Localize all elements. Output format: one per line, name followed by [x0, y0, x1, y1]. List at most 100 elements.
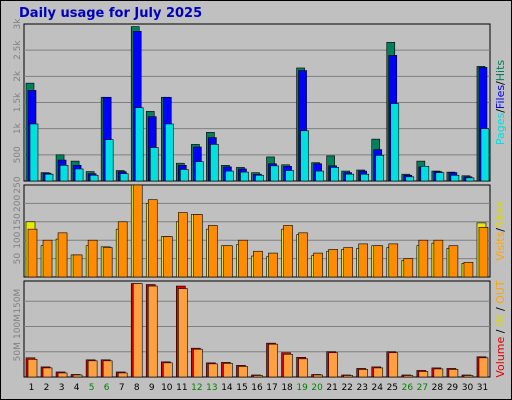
- bar-pages-day-26: [405, 176, 415, 182]
- x-tick-label: 23: [356, 383, 367, 393]
- bar-pages-day-2: [44, 173, 54, 182]
- bar-pages-day-21: [330, 167, 339, 182]
- bar-pages-day-4: [74, 168, 84, 182]
- x-tick-label: 25: [387, 383, 398, 393]
- x-tick-label: 12: [191, 383, 202, 393]
- x-tick-label: 20: [311, 383, 323, 393]
- bar-pages-day-11: [180, 169, 189, 182]
- axis-label-part: Hits: [494, 60, 507, 82]
- axis-label-hits-files-pages: Pages/Files/Hits: [494, 60, 507, 146]
- x-tick-label: 19: [296, 383, 308, 393]
- bar-pages-day-13: [210, 144, 219, 182]
- x-tick-label: 1: [29, 383, 35, 393]
- bar-out-day-21: [328, 352, 338, 378]
- bar-pages-day-10: [164, 123, 174, 182]
- bar-visits-day-30: [463, 261, 474, 278]
- x-tick-label: 29: [447, 383, 459, 393]
- bar-out-day-26: [403, 375, 414, 378]
- bar-out-day-27: [418, 371, 429, 378]
- bar-pages-day-17: [270, 165, 279, 182]
- bar-visits-day-6: [102, 247, 113, 278]
- x-tick-label: 22: [341, 383, 352, 393]
- axis-label-part: Volume: [494, 336, 507, 377]
- bar-out-day-5: [87, 360, 98, 378]
- bar-pages-day-25: [390, 103, 400, 182]
- bar-visits-day-3: [57, 232, 68, 278]
- bar-pages-day-19: [300, 130, 309, 182]
- axis-label-part: /: [494, 109, 507, 113]
- bar-pages-day-12: [195, 161, 204, 182]
- bar-visits-day-16: [253, 250, 263, 278]
- x-tick-label: 17: [266, 383, 277, 393]
- bar-pages-day-9: [149, 147, 159, 182]
- bar-visits-day-14: [223, 245, 233, 278]
- axis-label-volume-in-out: Volume / IN / OUT: [494, 280, 507, 378]
- y-tick-label: 2k: [13, 70, 23, 82]
- bar-pages-day-28: [435, 172, 445, 182]
- bar-pages-day-22: [345, 173, 354, 182]
- bar-visits-day-26: [403, 258, 414, 278]
- bar-out-day-13: [208, 363, 218, 378]
- bar-visits-day-23: [358, 243, 369, 278]
- bar-visits-day-22: [343, 247, 353, 278]
- bar-visits-day-13: [208, 225, 218, 278]
- x-tick-label: 10: [161, 383, 173, 393]
- y-tick-label: 500: [13, 146, 23, 163]
- bar-visits-day-10: [162, 236, 173, 278]
- bar-out-day-6: [102, 360, 113, 378]
- bar-out-day-19: [298, 358, 308, 378]
- bar-pages-day-27: [420, 166, 430, 182]
- y-tick-label: 100: [13, 231, 23, 248]
- bar-out-day-11: [178, 288, 188, 378]
- axis-label-part: /: [494, 81, 507, 85]
- x-tick-label: 5: [89, 383, 95, 393]
- bar-visits-day-12: [193, 214, 203, 278]
- axis-label-part: OUT: [494, 280, 507, 304]
- axis-label-part: Pages: [494, 113, 507, 146]
- x-tick-label: 8: [134, 383, 140, 393]
- bar-out-day-29: [448, 369, 459, 378]
- bar-out-day-3: [57, 372, 68, 378]
- bar-visits-day-1: [27, 228, 38, 278]
- bar-visits-day-20: [313, 252, 323, 278]
- axis-label-part: IN: [494, 315, 507, 326]
- x-tick-label: 6: [104, 383, 110, 393]
- bar-visits-day-24: [373, 245, 384, 278]
- y-tick-label: 200: [13, 195, 23, 212]
- bar-out-day-22: [343, 375, 353, 378]
- x-tick-label: 13: [206, 383, 217, 393]
- y-tick-label: 1k: [13, 122, 23, 134]
- bar-out-day-20: [313, 374, 323, 378]
- bar-out-day-18: [283, 353, 293, 378]
- bar-visits-day-29: [448, 245, 459, 278]
- bar-pages-day-20: [315, 170, 324, 182]
- x-tick-label: 14: [221, 383, 233, 393]
- bar-pages-day-18: [285, 170, 294, 182]
- x-tick-label: 11: [176, 383, 187, 393]
- bar-out-day-28: [433, 368, 444, 378]
- bar-out-day-10: [162, 362, 173, 378]
- bar-visits-day-18: [283, 225, 293, 278]
- bar-out-day-25: [388, 352, 399, 378]
- bar-visits-day-25: [388, 243, 399, 278]
- x-tick-label: 30: [462, 383, 474, 393]
- bar-pages-day-5: [89, 174, 99, 182]
- bar-pages-day-3: [59, 165, 69, 182]
- y-tick-label: 250: [13, 176, 23, 193]
- x-tick-label: 3: [59, 383, 65, 393]
- bar-pages-day-15: [240, 171, 249, 182]
- bar-out-day-12: [193, 348, 203, 378]
- axis-label-part: Sites: [494, 201, 507, 228]
- bar-out-day-31: [478, 357, 489, 378]
- bar-visits-day-15: [238, 239, 248, 278]
- y-tick-label: 1.5k: [13, 92, 23, 112]
- bar-pages-day-14: [225, 170, 234, 182]
- y-tick-label: 50: [13, 253, 23, 265]
- y-tick-label: 3k: [13, 18, 23, 30]
- bar-visits-day-5: [87, 239, 98, 278]
- x-tick-label: 4: [74, 383, 80, 393]
- bar-pages-day-6: [104, 139, 114, 182]
- x-tick-label: 16: [251, 383, 263, 393]
- axis-label-part: Visits: [494, 231, 507, 260]
- bar-visits-day-2: [42, 239, 53, 278]
